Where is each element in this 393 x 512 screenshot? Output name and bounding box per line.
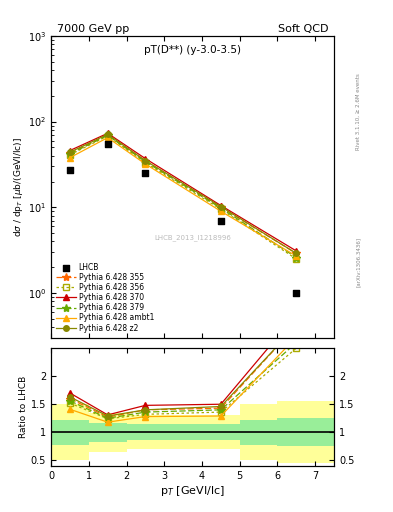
- Pythia 6.428 355: [294, 250, 299, 257]
- Line: Pythia 6.428 355: Pythia 6.428 355: [66, 131, 301, 258]
- Line: Pythia 6.428 z2: Pythia 6.428 z2: [67, 132, 299, 256]
- Pythia 6.428 z2: [68, 149, 72, 155]
- Pythia 6.428 370: [105, 130, 110, 136]
- Pythia 6.428 370: [294, 248, 299, 254]
- Pythia 6.428 355: [219, 204, 223, 210]
- Pythia 6.428 379: [105, 132, 110, 138]
- Text: Rivet 3.1.10, ≥ 2.6M events: Rivet 3.1.10, ≥ 2.6M events: [356, 73, 361, 150]
- Pythia 6.428 355: [143, 158, 148, 164]
- Pythia 6.428 379: [294, 254, 299, 261]
- Pythia 6.428 356: [219, 206, 223, 212]
- Text: 7000 GeV pp: 7000 GeV pp: [57, 25, 129, 34]
- LHCB: [293, 289, 299, 297]
- Text: LHCB_2013_I1218996: LHCB_2013_I1218996: [154, 234, 231, 241]
- Pythia 6.428 370: [68, 147, 72, 154]
- Text: Soft QCD: Soft QCD: [278, 25, 329, 34]
- Pythia 6.428 370: [219, 202, 223, 208]
- Text: pT(D**) (y-3.0-3.5): pT(D**) (y-3.0-3.5): [144, 45, 241, 55]
- Pythia 6.428 z2: [143, 158, 148, 164]
- Legend: LHCB, Pythia 6.428 355, Pythia 6.428 356, Pythia 6.428 370, Pythia 6.428 379, Py: LHCB, Pythia 6.428 355, Pythia 6.428 356…: [55, 261, 156, 334]
- Pythia 6.428 379: [143, 159, 148, 165]
- Pythia 6.428 356: [105, 133, 110, 139]
- Pythia 6.428 z2: [105, 131, 110, 137]
- X-axis label: p$_T$ [GeVI/lc]: p$_T$ [GeVI/lc]: [160, 483, 225, 498]
- Line: Pythia 6.428 379: Pythia 6.428 379: [66, 131, 301, 262]
- Y-axis label: d$\sigma$ / dp$_T$ [$\mu$b/(GeVI/lc)]: d$\sigma$ / dp$_T$ [$\mu$b/(GeVI/lc)]: [12, 137, 25, 237]
- LHCB: [218, 217, 224, 225]
- Text: [arXiv:1306.3436]: [arXiv:1306.3436]: [356, 238, 361, 287]
- LHCB: [105, 140, 111, 148]
- Pythia 6.428 370: [143, 156, 148, 162]
- Pythia 6.428 356: [68, 152, 72, 158]
- Pythia 6.428 ambt1: [219, 208, 223, 215]
- Pythia 6.428 ambt1: [294, 253, 299, 259]
- Pythia 6.428 ambt1: [68, 155, 72, 161]
- Pythia 6.428 z2: [219, 204, 223, 210]
- Y-axis label: Ratio to LHCB: Ratio to LHCB: [19, 376, 28, 438]
- Pythia 6.428 379: [219, 205, 223, 211]
- Pythia 6.428 379: [68, 151, 72, 157]
- Pythia 6.428 355: [68, 150, 72, 156]
- Pythia 6.428 356: [294, 256, 299, 262]
- Line: Pythia 6.428 356: Pythia 6.428 356: [66, 133, 300, 263]
- Pythia 6.428 ambt1: [105, 135, 110, 141]
- LHCB: [142, 169, 149, 177]
- Line: Pythia 6.428 ambt1: Pythia 6.428 ambt1: [66, 134, 300, 260]
- Pythia 6.428 356: [143, 160, 148, 166]
- Line: Pythia 6.428 370: Pythia 6.428 370: [66, 130, 300, 254]
- Pythia 6.428 355: [105, 132, 110, 138]
- Pythia 6.428 z2: [294, 250, 299, 257]
- Pythia 6.428 ambt1: [143, 161, 148, 167]
- LHCB: [67, 166, 73, 175]
